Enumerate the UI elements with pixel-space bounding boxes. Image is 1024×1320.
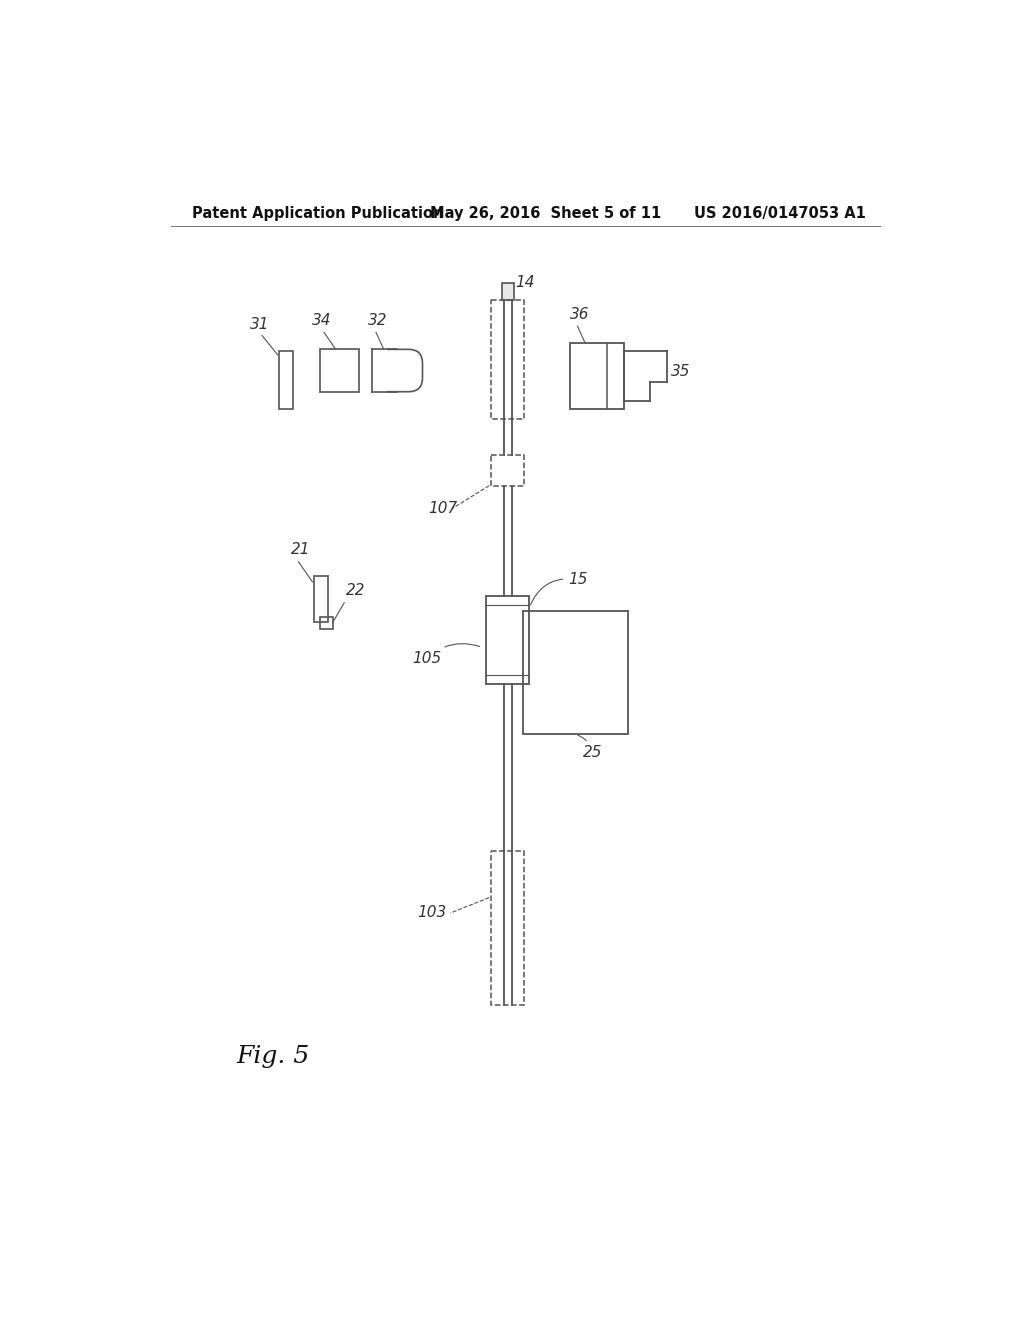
- Text: 107: 107: [429, 500, 458, 516]
- Text: US 2016/0147053 A1: US 2016/0147053 A1: [693, 206, 865, 222]
- Text: May 26, 2016  Sheet 5 of 11: May 26, 2016 Sheet 5 of 11: [430, 206, 662, 222]
- Bar: [321, 616, 333, 628]
- Text: 103: 103: [417, 904, 446, 920]
- Text: 35: 35: [671, 363, 690, 379]
- Bar: [503, 284, 514, 300]
- Text: 34: 34: [312, 313, 332, 327]
- Text: 36: 36: [569, 306, 589, 322]
- Bar: [490, 455, 524, 486]
- Bar: [490, 851, 524, 1006]
- Bar: [280, 351, 293, 409]
- Bar: [321, 350, 359, 392]
- Text: 15: 15: [530, 572, 588, 605]
- Text: 105: 105: [413, 644, 479, 665]
- Bar: [569, 343, 624, 409]
- Text: 32: 32: [369, 313, 388, 327]
- Text: Fig. 5: Fig. 5: [237, 1045, 309, 1068]
- Text: 25: 25: [578, 735, 602, 760]
- Bar: [369, 348, 387, 393]
- Bar: [490, 300, 524, 420]
- Bar: [314, 576, 328, 622]
- Text: 22: 22: [346, 583, 366, 598]
- Text: Patent Application Publication: Patent Application Publication: [191, 206, 443, 222]
- Text: 21: 21: [291, 543, 310, 557]
- Text: 31: 31: [250, 317, 269, 333]
- Bar: [486, 595, 529, 684]
- Text: 14: 14: [515, 275, 535, 290]
- Bar: [523, 611, 628, 734]
